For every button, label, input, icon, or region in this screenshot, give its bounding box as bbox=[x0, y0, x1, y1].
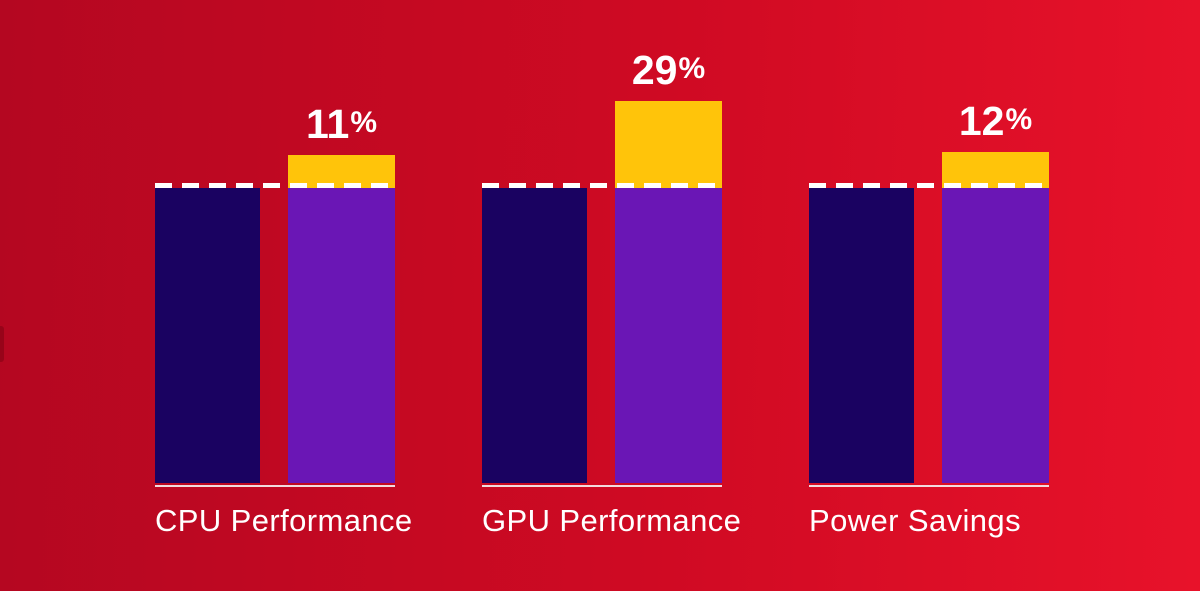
chart-group-cpu-performance: 11% CPU Performance bbox=[155, 0, 412, 591]
gain-cap-bar bbox=[288, 155, 395, 188]
category-label: CPU Performance bbox=[155, 503, 413, 538]
group-axis-underline bbox=[809, 485, 1049, 487]
chart-group-power-savings: 12% Power Savings bbox=[809, 0, 1049, 591]
gain-percent-value: 11 bbox=[305, 101, 350, 147]
comparison-bar bbox=[615, 188, 722, 483]
baseline-bar bbox=[155, 188, 260, 483]
group-axis-underline bbox=[155, 485, 395, 487]
gain-percent-label: 29% bbox=[615, 50, 722, 91]
baseline-dashed-line bbox=[482, 183, 722, 188]
gain-cap-bar bbox=[942, 152, 1049, 188]
baseline-bar bbox=[482, 188, 587, 483]
baseline-dashed-line bbox=[155, 183, 395, 188]
category-label: GPU Performance bbox=[482, 503, 742, 538]
gain-percent-value: 12 bbox=[958, 98, 1005, 144]
chart-group-gpu-performance: 29% GPU Performance bbox=[482, 0, 741, 591]
baseline-bar bbox=[809, 188, 914, 483]
group-axis-underline bbox=[482, 485, 722, 487]
gain-percent-label: 11% bbox=[288, 104, 395, 145]
category-label: Power Savings bbox=[809, 503, 1021, 538]
gain-cap-bar bbox=[615, 101, 722, 188]
baseline-dashed-line bbox=[809, 183, 1049, 188]
percent-sign: % bbox=[350, 106, 378, 139]
gain-percent-value: 29 bbox=[631, 47, 678, 93]
gain-percent-label: 12% bbox=[942, 101, 1049, 142]
percent-sign: % bbox=[1005, 103, 1033, 136]
left-edge-artifact bbox=[0, 326, 4, 362]
comparison-bar bbox=[288, 188, 395, 483]
comparison-bar bbox=[942, 188, 1049, 483]
percent-sign: % bbox=[678, 52, 706, 85]
